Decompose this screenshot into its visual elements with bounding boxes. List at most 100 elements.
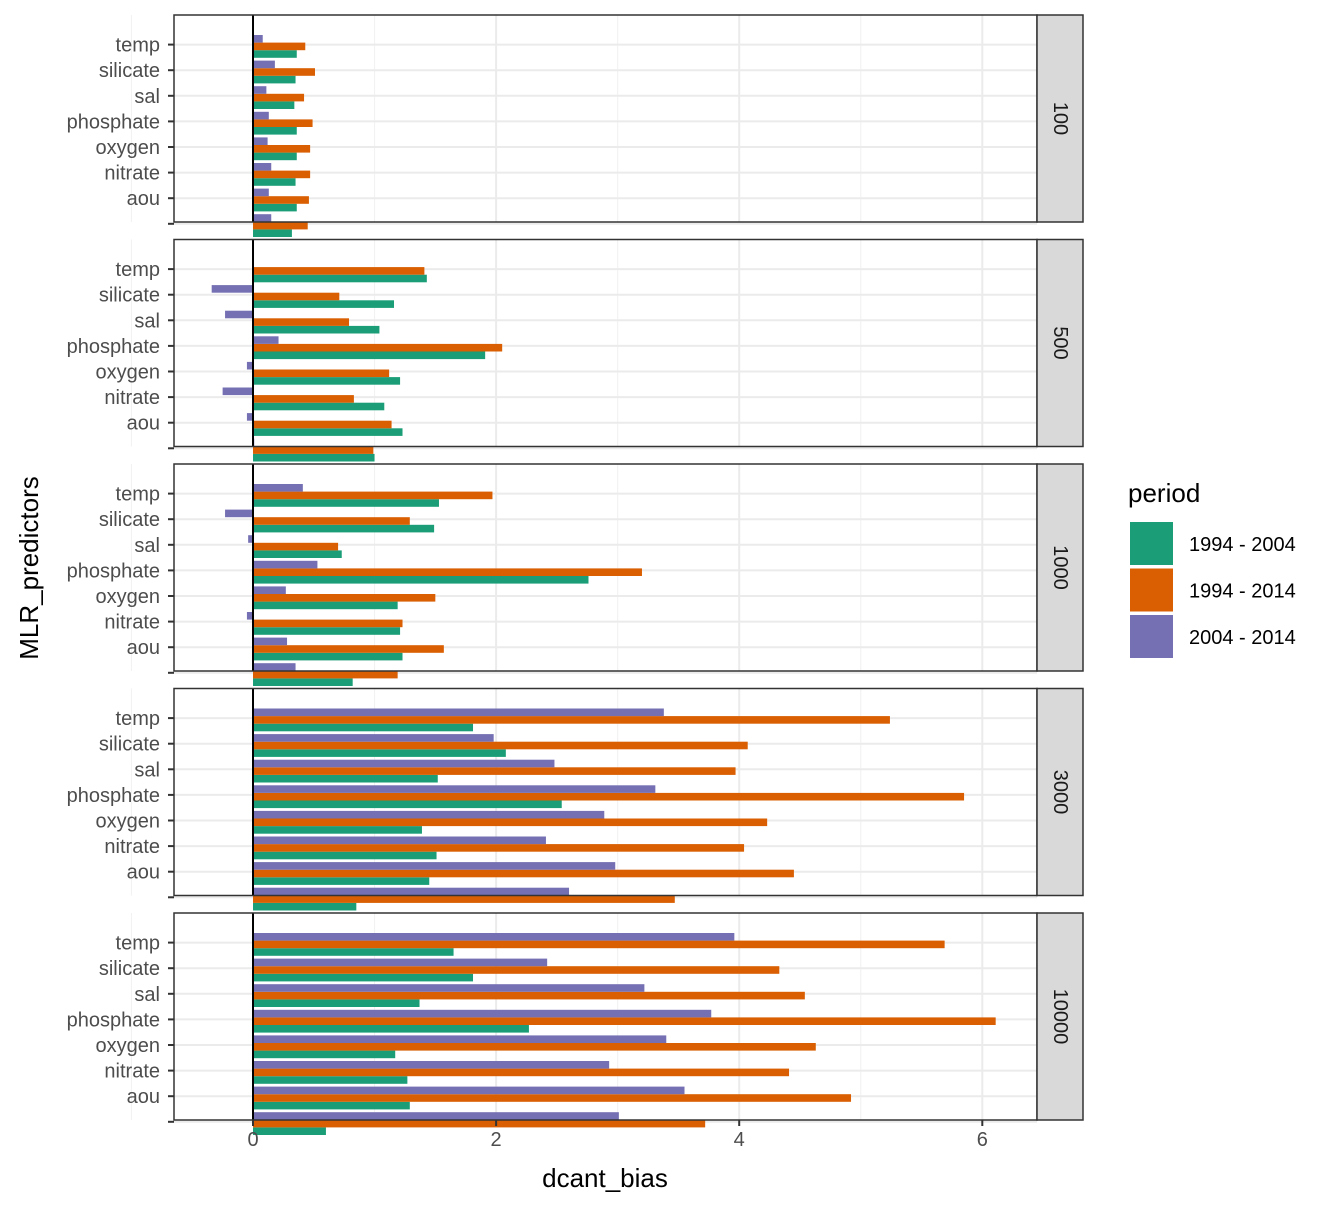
y-tick-label: aou (127, 413, 160, 435)
bar (253, 351, 486, 360)
bar (225, 509, 254, 518)
bar (246, 361, 254, 370)
bar (246, 413, 254, 421)
bar (253, 800, 562, 809)
y-axis-title: MLR_predictors (14, 476, 44, 660)
bar (253, 137, 268, 145)
bar (253, 1101, 410, 1110)
bar (253, 1061, 610, 1069)
y-tick-label: silicate (99, 734, 160, 756)
bar (253, 428, 403, 436)
bar (253, 708, 664, 717)
y-tick-label: phosphate (67, 1009, 160, 1031)
bar (253, 652, 403, 661)
bar (253, 35, 263, 43)
bar (253, 1035, 667, 1043)
bar (253, 453, 375, 462)
bar (253, 723, 474, 732)
y-tick-label: temp (116, 259, 160, 281)
facet-strip (1036, 912, 1084, 1121)
y-tick-label: nitrate (104, 1061, 160, 1083)
bar (253, 524, 435, 533)
bar (253, 741, 748, 750)
bar (253, 716, 890, 724)
bar (253, 586, 286, 594)
y-tick-label: sal (134, 310, 160, 332)
y-tick-label: aou (127, 637, 160, 659)
bar (253, 1112, 619, 1120)
bar (253, 1086, 685, 1095)
bar (253, 601, 398, 610)
bar (253, 958, 548, 967)
bar (253, 594, 436, 602)
bar (253, 111, 269, 120)
y-tick-label: temp (116, 484, 160, 506)
bar (253, 1050, 396, 1059)
bar (253, 93, 305, 102)
bar (253, 377, 401, 385)
bar (253, 318, 350, 326)
bar (253, 627, 401, 635)
bar (253, 395, 354, 403)
bar (253, 576, 589, 584)
y-tick-label: temp (116, 708, 160, 730)
y-tick-label: oxygen (96, 811, 161, 833)
y-tick-label: nitrate (104, 836, 160, 858)
bar (253, 542, 339, 551)
facet-strip-label: 1000 (1049, 545, 1071, 590)
bar (253, 767, 736, 775)
bar (253, 101, 295, 109)
y-tick-label: oxygen (96, 362, 161, 384)
bar (253, 274, 427, 283)
bar (253, 550, 342, 558)
bar (253, 446, 374, 454)
bar (253, 560, 318, 569)
bar (253, 119, 313, 127)
legend-swatch (1130, 615, 1173, 658)
x-tick-label: 6 (977, 1129, 988, 1151)
bar (253, 948, 454, 956)
y-tick-label: sal (134, 86, 160, 108)
bar (253, 619, 403, 628)
x-axis-title: dcant_bias (542, 1163, 668, 1193)
legend-swatch (1130, 522, 1173, 565)
facet-panel: temp silicate sal phosphate oxygen nitrate aou… (67, 238, 1084, 462)
bar (253, 818, 768, 827)
bar (253, 42, 306, 51)
x-tick-label: 4 (734, 1129, 745, 1151)
facet-strip (1036, 687, 1084, 897)
y-tick-label: nitrate (104, 612, 160, 634)
bar (253, 678, 353, 686)
bar (253, 1094, 852, 1102)
bar (253, 267, 425, 275)
y-tick-label: aou (127, 862, 160, 884)
y-tick-label: oxygen (96, 1035, 161, 1057)
bar (253, 221, 308, 230)
bar (253, 188, 269, 197)
bar (253, 178, 296, 186)
bar (253, 940, 945, 949)
facet-strip (1036, 238, 1084, 448)
bar (253, 1043, 816, 1051)
bar (253, 152, 297, 161)
bar (211, 285, 254, 293)
bar (253, 1127, 326, 1135)
bar (253, 749, 506, 757)
bar (253, 402, 385, 411)
bar (253, 887, 570, 896)
facet-panels: temp silicate sal phosphate oxygen nitrate aou… (67, 14, 1084, 1135)
facet-panel: temp silicate sal phosphate oxygen nitrate aou… (67, 687, 1084, 911)
y-tick-label: aou (127, 1086, 160, 1108)
bar (253, 663, 296, 671)
legend-label: 2004 - 2014 (1189, 627, 1296, 649)
bar (248, 535, 254, 543)
bar (253, 499, 439, 507)
bar (253, 1119, 706, 1128)
bar (253, 785, 656, 793)
facet-panel: temp silicate sal phosphate oxygen nitrate aou… (67, 912, 1084, 1135)
y-tick-label: silicate (99, 60, 160, 82)
bar (253, 902, 357, 911)
bar (253, 869, 794, 878)
bar (253, 734, 494, 742)
